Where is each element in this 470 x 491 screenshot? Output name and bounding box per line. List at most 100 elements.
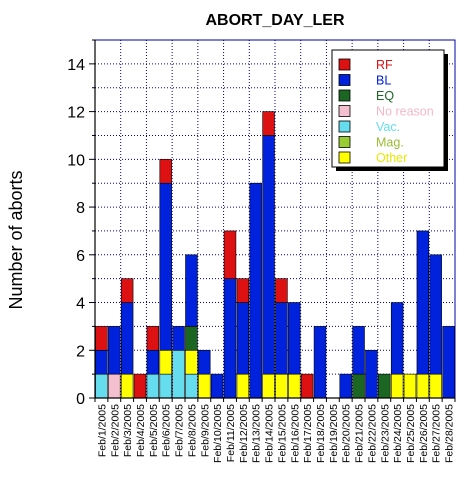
legend-label: Vac. xyxy=(376,120,400,134)
bar-segment xyxy=(185,349,198,375)
x-tick-label: Feb/18/2005 xyxy=(315,404,327,463)
y-tick-labels: 0 2 4 6 8 10 12 14 xyxy=(67,57,85,408)
bar-segment xyxy=(133,373,147,399)
legend-swatch xyxy=(338,74,351,86)
legend-swatch xyxy=(338,120,351,133)
x-tick-label: Feb/17/2005 xyxy=(302,404,314,463)
bar-segment xyxy=(352,326,365,375)
x-tick-label: Feb/28/2005 xyxy=(444,404,456,463)
x-tick-label: Feb/11/2005 xyxy=(225,404,237,462)
x-tick-label: Feb/9/2005 xyxy=(199,404,211,457)
x-tick-label: Feb/16/2005 xyxy=(289,404,301,463)
y-tick-label: 0 xyxy=(76,391,85,408)
bar-segment xyxy=(146,326,160,351)
bar-segment xyxy=(120,373,134,399)
x-tick-label: Feb/8/2005 xyxy=(186,404,198,457)
legend-swatch xyxy=(338,58,351,71)
x-tick-label: Feb/27/2005 xyxy=(431,404,443,463)
x-tick-label: Feb/3/2005 xyxy=(122,404,134,457)
legend-swatch xyxy=(338,151,351,164)
legend-swatch xyxy=(338,105,351,117)
legend-label: Other xyxy=(376,151,407,165)
bar-segment xyxy=(249,182,262,399)
bar-segment xyxy=(313,326,327,399)
legend-label: No reason xyxy=(376,105,434,119)
bar-segment xyxy=(378,373,391,399)
bar-segment xyxy=(185,326,198,351)
x-tick-label: Feb/4/2005 xyxy=(135,404,147,457)
x-tick-label: Feb/12/2005 xyxy=(238,404,250,463)
x-tick-label: Feb/21/2005 xyxy=(354,404,366,463)
bar-segment xyxy=(159,349,172,375)
x-tick-label: Feb/26/2005 xyxy=(418,404,430,463)
bar-segment xyxy=(146,349,160,375)
bar-segment xyxy=(185,254,198,327)
y-tick-label: 12 xyxy=(67,105,85,122)
bar-segment xyxy=(210,373,224,399)
bar-segment xyxy=(108,373,121,399)
bar-segment xyxy=(120,302,134,375)
bar-segment xyxy=(146,373,160,399)
bar-segment xyxy=(95,326,108,351)
bar-segment xyxy=(442,326,455,399)
x-tick-label: Feb/14/2005 xyxy=(264,404,276,463)
legend-label: BL xyxy=(376,74,391,88)
x-tick-label: Feb/24/2005 xyxy=(392,404,404,463)
bar-segment xyxy=(416,373,430,399)
bar-segment xyxy=(159,373,172,399)
bar-segment xyxy=(159,159,172,184)
bar-segment xyxy=(275,302,288,375)
bar-segment xyxy=(236,373,250,399)
bar-segment xyxy=(223,278,237,399)
bar-segment xyxy=(95,349,108,375)
bar-segment xyxy=(300,373,314,399)
x-tick-label: Feb/23/2005 xyxy=(379,404,391,463)
x-tick-label: Feb/7/2005 xyxy=(174,404,186,457)
y-tick-label: 4 xyxy=(76,296,85,313)
bar-segment xyxy=(172,349,185,399)
bar-segment xyxy=(159,182,172,351)
bar-segment xyxy=(288,302,301,375)
bar-segment xyxy=(172,326,185,351)
bar-segment xyxy=(390,373,404,399)
bar-segment xyxy=(198,349,211,375)
legend-swatch xyxy=(338,136,351,148)
bars xyxy=(95,111,455,399)
x-tick-label: Feb/5/2005 xyxy=(148,404,160,457)
bar-segment xyxy=(262,373,275,399)
x-tick-label: Feb/19/2005 xyxy=(328,404,340,463)
bar-segment xyxy=(429,254,442,375)
bar-segment xyxy=(416,230,430,375)
x-tick-label: Feb/2/2005 xyxy=(109,404,121,457)
axes xyxy=(89,39,456,402)
y-tick-label: 8 xyxy=(76,200,85,217)
y-axis-label: Number of aborts xyxy=(6,170,26,309)
x-tick-label: Feb/6/2005 xyxy=(161,404,173,457)
y-tick-label: 6 xyxy=(76,248,85,265)
legend-label: Mag. xyxy=(376,136,404,150)
bar-segment xyxy=(236,278,250,303)
y-tick-label: 10 xyxy=(67,152,85,169)
bar-segment xyxy=(390,302,404,375)
bar-segment xyxy=(288,373,301,399)
bar-segment xyxy=(339,373,352,399)
bar-segment xyxy=(403,373,417,399)
legend-box xyxy=(331,49,445,168)
bar-segment xyxy=(223,230,237,279)
chart-title: ABORT_DAY_LER xyxy=(206,12,345,29)
x-tick-label: Feb/10/2005 xyxy=(212,404,224,463)
x-tick-label: Feb/1/2005 xyxy=(96,404,108,457)
bar-segment xyxy=(365,349,378,399)
bar-segment xyxy=(95,373,108,399)
bar-segment xyxy=(352,373,365,399)
legend-label: EQ xyxy=(376,89,394,103)
x-tick-label: Feb/13/2005 xyxy=(251,404,263,463)
bar-segment xyxy=(108,326,121,375)
y-tick-label: 14 xyxy=(67,57,85,74)
bar-segment xyxy=(120,278,134,303)
bar-segment xyxy=(275,278,288,303)
bar-segment xyxy=(275,373,288,399)
